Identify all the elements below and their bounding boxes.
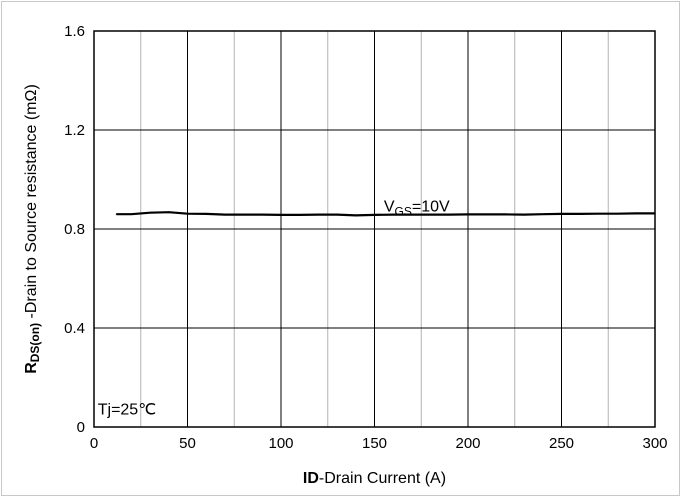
x-tick-label-1: 50 [179,435,196,452]
tick-labels: 0 50 100 150 200 250 300 0 0.4 0.8 1.2 1.6 [64,23,667,452]
x-tick-label-0: 0 [90,435,98,452]
series-0-point-28 [635,212,637,215]
y-axis-title: RDS(on) -Drain to Source resistance (mΩ) [23,84,42,374]
series-0-point-6 [224,214,226,216]
series-0-point-3 [168,211,170,213]
series-line-0 [116,211,655,217]
x-axis-title: ID-Drain Current (A) [303,470,446,487]
grid-layer [93,30,656,428]
series-0-point-18 [448,214,450,216]
series-0-point-19 [467,213,469,215]
series-0-point-1 [130,213,132,215]
y-tick-label-4: 1.6 [64,23,85,40]
x-tick-label-4: 200 [455,435,480,452]
y-tick-label-2: 0.8 [64,221,85,238]
series-0-point-5 [205,213,207,215]
plot-area-border [93,30,656,428]
series-0-point-22 [523,214,525,216]
series-0-point-20 [486,213,488,215]
y-tick-label-0: 0 [77,419,85,436]
series-0-point-27 [617,213,619,215]
series-0-point-15 [392,214,394,216]
series-0-point-17 [430,214,432,216]
series-0-point-14 [373,214,376,216]
series-0-point-11 [317,214,319,216]
series-0-point-25 [579,213,581,215]
y-tick-label-1: 0.4 [64,320,85,337]
series-label-vgs: VGS=10V [384,199,450,219]
series-0-point-26 [598,213,600,215]
series-0-point-10 [299,214,301,216]
y-tick-label-3: 1.2 [64,122,85,139]
series-0-point-29 [654,212,656,215]
series-0-point-2 [149,212,151,214]
series-0-point-16 [411,214,413,216]
series-0-point-24 [560,213,563,215]
x-tick-label-2: 100 [268,435,293,452]
series-0-point-9 [280,214,282,216]
x-tick-label-6: 300 [642,435,667,452]
series-0-point-21 [504,213,506,215]
x-tick-label-5: 250 [549,435,574,452]
x-tick-label-3: 150 [362,435,387,452]
series-layer [115,211,656,217]
series-0-point-23 [542,213,544,215]
temperature-annotation: Tj=25℃ [98,402,156,419]
series-0-point-4 [186,213,189,215]
series-0-point-13 [355,214,357,216]
series-0-point-7 [243,214,245,216]
series-0-point-12 [336,214,338,216]
series-0-point-8 [261,214,263,216]
series-0-point-0 [115,213,118,215]
